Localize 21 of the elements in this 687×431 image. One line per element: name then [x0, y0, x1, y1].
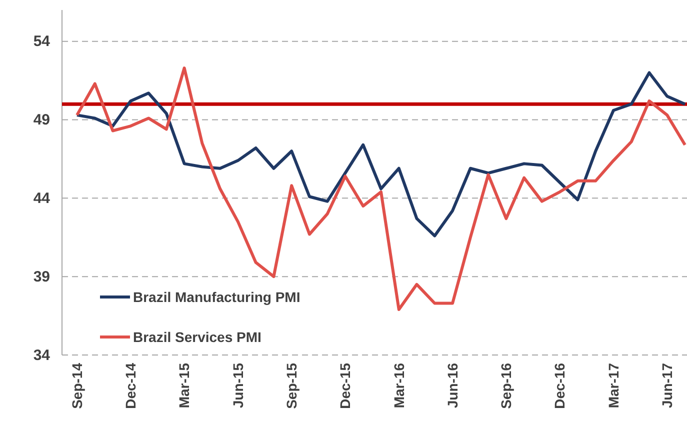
y-tick-label: 39 — [33, 268, 50, 286]
x-tick-label: Jun-15 — [230, 362, 246, 408]
x-tick-label: Mar-16 — [390, 362, 407, 408]
line-series — [76, 66, 686, 312]
x-tick-label: Jun-17 — [659, 362, 676, 408]
x-tick-label: Dec-16 — [552, 362, 568, 409]
y-tick-label: 49 — [33, 112, 50, 129]
y-tick-label: 34 — [33, 346, 51, 364]
x-tick-label: Dec-14 — [122, 362, 139, 409]
line-series — [76, 71, 686, 238]
x-tick-label: Sep-14 — [68, 362, 85, 409]
legend-label: Brazil Services PMI — [133, 329, 262, 345]
x-tick-label: Jun-16 — [444, 362, 460, 408]
x-tick-label: Dec-15 — [337, 362, 354, 409]
y-tick-label: 54 — [33, 33, 51, 50]
x-tick-label: Mar-15 — [176, 362, 192, 408]
x-tick-label: Sep-15 — [283, 362, 300, 409]
x-tick-label: Mar-17 — [605, 362, 622, 408]
x-tick-label: Sep-16 — [498, 362, 514, 409]
legend-label: Brazil Manufacturing PMI — [133, 289, 300, 305]
y-tick-label: 44 — [33, 190, 51, 207]
